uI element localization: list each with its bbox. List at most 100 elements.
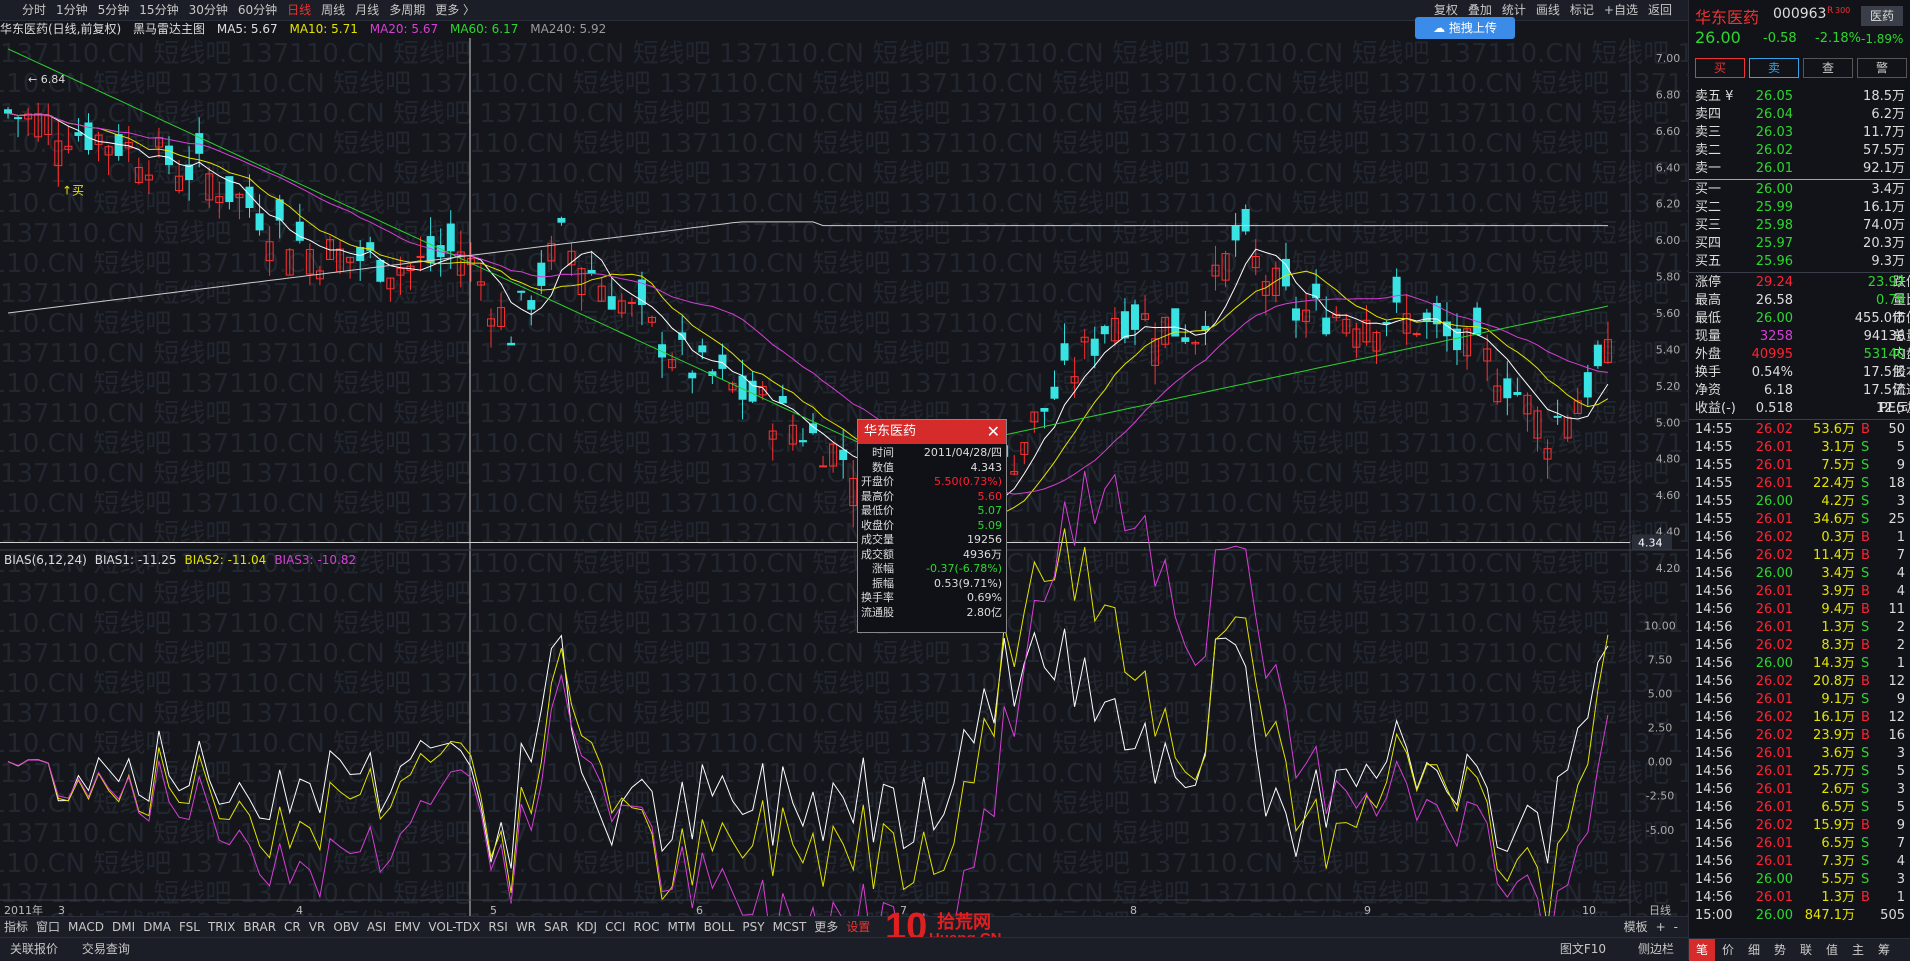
ask-row[interactable]: 卖二 26.02 57.5万 (1689, 142, 1910, 160)
bid-row[interactable]: 买一 26.00 3.4万 (1689, 181, 1910, 199)
crosshair-price: 4.34 (1638, 537, 1663, 550)
period-tab-10[interactable]: 更多 〉 (435, 3, 476, 17)
quote-tab-7[interactable]: 筹 (1877, 943, 1890, 957)
bid-row[interactable]: 买三 25.98 74.0万 (1689, 217, 1910, 235)
indicator-tab-12[interactable]: EMV (394, 920, 421, 934)
ask-row[interactable]: 卖三 26.03 11.7万 (1689, 124, 1910, 142)
info-row: 涨停 29.24 跌停23.92 (1689, 274, 1910, 292)
bias-tick: -2.50 (1646, 790, 1674, 803)
indicator-tab-0[interactable]: 指标 (4, 920, 29, 934)
indicator-tab-4[interactable]: DMA (143, 920, 171, 934)
indicator-tab-25[interactable]: 设置 (846, 920, 871, 934)
sidebar-button[interactable]: 侧边栏 (1637, 942, 1674, 956)
tick-volume: 9.1万 (1821, 692, 1855, 707)
bid-row[interactable]: 买五 25.96 9.3万 (1689, 253, 1910, 271)
indicator-tab-9[interactable]: VR (308, 920, 326, 934)
indicator-tab-17[interactable]: KDJ (576, 920, 598, 934)
tool-0[interactable]: 复权 (1433, 3, 1458, 17)
indicator-tab-19[interactable]: ROC (633, 920, 660, 934)
bid-price: 25.97 (1755, 236, 1793, 251)
close-icon[interactable]: ✕ (986, 422, 1000, 441)
popup-key: 最高价 (861, 489, 894, 503)
tick-direction: S (1861, 854, 1870, 869)
period-tab-2[interactable]: 5分钟 (97, 3, 130, 17)
candle-body (1312, 283, 1321, 299)
sell-button[interactable]: 卖 (1749, 58, 1799, 78)
indicator-tab-6[interactable]: TRIX (207, 920, 236, 934)
query-button[interactable]: 查 (1803, 58, 1853, 78)
sector-tag[interactable]: 医药 (1861, 6, 1903, 26)
tick-volume: 15.9万 (1813, 818, 1855, 833)
ask-row[interactable]: 卖五 ¥ 26.05 18.5万 (1689, 88, 1910, 106)
indicator-tab-22[interactable]: PSY (742, 920, 765, 934)
indicator-tab-7[interactable]: BRAR (243, 920, 277, 934)
quote-tab-1[interactable]: 价 (1721, 943, 1734, 957)
indicator-name[interactable]: 黑马雷达主图 (133, 22, 206, 36)
indicator-tab-16[interactable]: SAR (544, 920, 569, 934)
template-control-2[interactable]: - (1673, 920, 1678, 934)
tool-2[interactable]: 统计 (1501, 3, 1526, 17)
indicator-tab-14[interactable]: RSI (488, 920, 508, 934)
indicator-tab-21[interactable]: BOLL (703, 920, 735, 934)
template-control-0[interactable]: 模板 (1623, 920, 1648, 934)
tick-price: 26.01 (1755, 620, 1793, 635)
info-row: 收益(-) 0.518 PE(动)12.5 (1689, 400, 1910, 418)
template-control-1[interactable]: + (1655, 920, 1666, 934)
high-price-label: ← 6.84 (28, 73, 65, 86)
period-tab-5[interactable]: 60分钟 (237, 3, 278, 17)
tool-4[interactable]: 标记 (1569, 3, 1594, 17)
period-tab-7[interactable]: 周线 (321, 3, 346, 17)
indicator-tab-23[interactable]: MCST (772, 920, 807, 934)
ask-row[interactable]: 卖四 26.04 6.2万 (1689, 106, 1910, 124)
info-key: 最低 (1695, 311, 1722, 326)
quote-tab-2[interactable]: 细 (1747, 943, 1760, 957)
period-tab-0[interactable]: 分时 (22, 3, 47, 17)
tool-6[interactable]: 返回 (1647, 3, 1672, 17)
candle-body (1463, 328, 1472, 357)
candle-body (1432, 302, 1441, 325)
period-tab-6[interactable]: 日线 (287, 3, 312, 17)
tool-5[interactable]: +自选 (1603, 3, 1638, 17)
indicator-tab-13[interactable]: VOL-TDX (428, 920, 481, 934)
price-tick: 5.20 (1656, 380, 1681, 393)
alert-button[interactable]: 警 (1857, 58, 1907, 78)
ask-row[interactable]: 卖一 26.01 92.1万 (1689, 160, 1910, 178)
buy-button[interactable]: 买 (1695, 58, 1745, 78)
quote-tab-0[interactable]: 笔 (1689, 939, 1715, 961)
quote-tab-5[interactable]: 值 (1825, 943, 1838, 957)
period-tab-1[interactable]: 1分钟 (56, 3, 88, 17)
bid-row[interactable]: 买四 25.97 20.3万 (1689, 235, 1910, 253)
indicator-tab-8[interactable]: CR (284, 920, 301, 934)
quote-tab-6[interactable]: 主 (1851, 943, 1864, 957)
indicator-tab-15[interactable]: WR (515, 920, 537, 934)
indicator-tab-20[interactable]: MTM (667, 920, 696, 934)
period-tab-9[interactable]: 多周期 (389, 3, 426, 17)
candle-body (768, 430, 777, 440)
quote-tab-4[interactable]: 联 (1799, 943, 1812, 957)
bid-row[interactable]: 买二 25.99 16.1万 (1689, 199, 1910, 217)
indicator-tab-5[interactable]: FSL (178, 920, 200, 934)
period-tab-3[interactable]: 15分钟 (139, 3, 179, 17)
trade-query-button[interactable]: 交易查询 (81, 942, 130, 956)
tool-3[interactable]: 画线 (1535, 3, 1560, 17)
price-tick: 5.60 (1656, 307, 1681, 320)
period-tab-8[interactable]: 月线 (355, 3, 380, 17)
kline-chart[interactable]: 137110.CN 短线吧 137110.CN 短线吧 137110.CN 短线… (0, 38, 1688, 918)
indicator-tab-18[interactable]: CCI (605, 920, 626, 934)
f10-button[interactable]: 图文F10 (1559, 942, 1606, 956)
upload-button[interactable]: ☁ 拖拽上传 (1415, 17, 1515, 39)
indicator-tab-11[interactable]: ASI (366, 920, 387, 934)
indicator-tab-2[interactable]: MACD (68, 920, 105, 934)
tick-price: 26.00 (1755, 566, 1793, 581)
indicator-tab-1[interactable]: 窗口 (36, 920, 61, 934)
ma5-line (7, 112, 1609, 529)
indicator-tab-10[interactable]: OBV (333, 920, 359, 934)
watermark: 137110.CN 短线吧 137110.CN 短线吧 137110.CN 短线… (0, 129, 1688, 159)
period-tab-4[interactable]: 30分钟 (188, 3, 228, 17)
indicator-tab-3[interactable]: DMI (112, 920, 136, 934)
indicator-tab-24[interactable]: 更多 (814, 920, 839, 934)
candle-body (1593, 344, 1602, 367)
tool-1[interactable]: 叠加 (1467, 3, 1492, 17)
related-quotes-button[interactable]: 关联报价 (10, 942, 59, 956)
quote-tab-3[interactable]: 势 (1773, 943, 1786, 957)
